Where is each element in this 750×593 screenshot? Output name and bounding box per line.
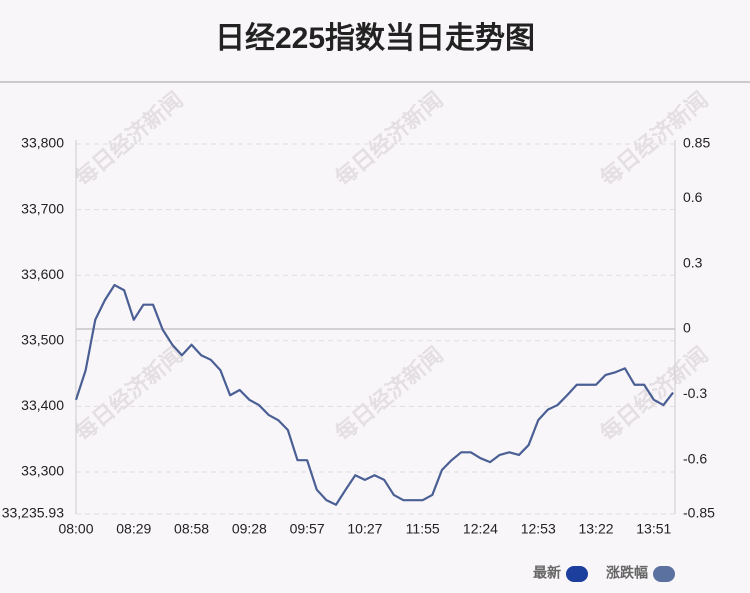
y2-tick-label: 0.85 [683,135,710,151]
y2-tick-label: 0.6 [683,189,703,205]
y-tick-label: 33,500 [21,331,64,347]
x-tick-label: 08:00 [58,521,93,537]
x-tick-label: 10:27 [347,521,382,537]
watermark: 每日经济新闻 [330,342,448,447]
y-tick-label: 33,400 [21,397,64,413]
watermark: 每日经济新闻 [330,87,448,192]
x-tick-label: 13:51 [636,521,671,537]
x-tick-label: 11:55 [406,521,440,537]
x-tick-label: 09:28 [232,521,267,537]
x-tick-label: 08:29 [116,521,151,537]
legend-swatch [566,566,588,582]
watermark: 每日经济新闻 [70,87,188,192]
y-tick-label: 33,235.93 [2,505,64,521]
x-tick-label: 09:57 [290,521,325,537]
legend-label: 最新 [533,565,561,581]
y-tick-label: 33,800 [21,135,64,151]
y2-tick-label: -0.6 [683,450,707,466]
y2-tick-label: -0.3 [683,385,707,401]
y2-tick-label: 0 [683,320,691,336]
legend-label: 涨跌幅 [606,565,648,581]
y-tick-label: 33,700 [21,200,64,216]
watermarks: 每日经济新闻 每日经济新闻 每日经济新闻 每日经济新闻 每日经济新闻 每日经济新… [70,87,713,447]
chart-title: 日经225指数当日走势图 [215,21,535,55]
x-tick-label: 08:58 [174,521,209,537]
y-tick-label: 33,300 [21,463,64,479]
series-line [74,283,674,506]
x-tick-label: 12:24 [463,521,498,537]
x-tick-label: 13:22 [578,521,613,537]
x-tick-label: 12:53 [521,521,556,537]
legend-swatch [653,566,675,582]
y2-tick-label: -0.85 [683,505,715,521]
y2-tick-label: 0.3 [683,254,703,270]
y-tick-label: 33,600 [21,266,64,282]
